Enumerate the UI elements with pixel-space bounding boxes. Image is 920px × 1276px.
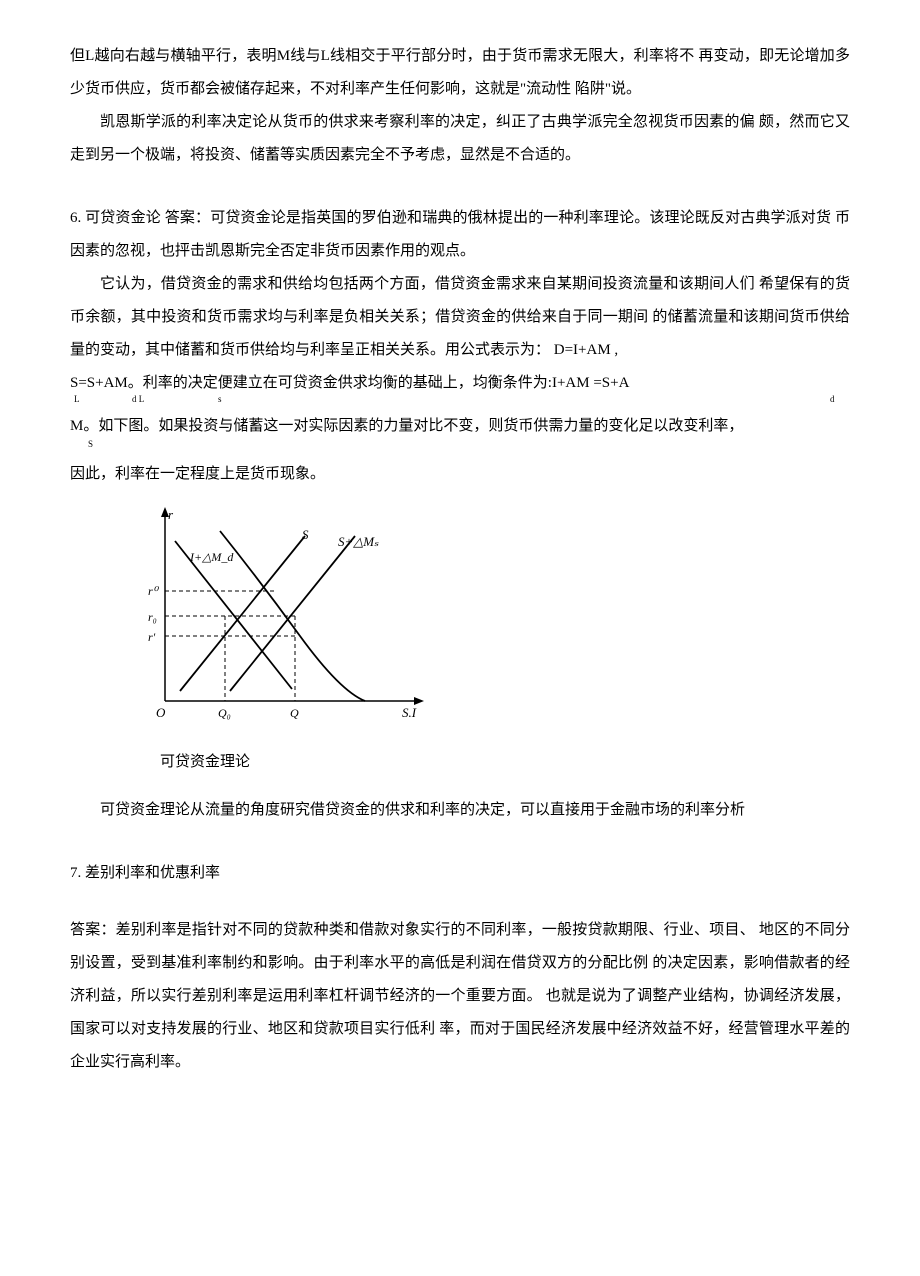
sub-s: s [218, 395, 222, 404]
spacer-3 [70, 890, 850, 914]
q6-para-1: 它认为，借贷资金的需求和供给均包括两个方面，借贷资金需求来自某期间投资流量和该期… [70, 268, 850, 367]
x-axis-arrow [414, 697, 424, 705]
loanable-funds-figure: r S S+△Mₛ I+△M_d r⁰ r₀ r' O Q₀ Q S.I [120, 501, 850, 731]
document-page: 但L越向右越与横轴平行，表明M线与L线相交于平行部分时，由于货币需求无限大，利率… [0, 0, 920, 1276]
q6-formula-block: S=S+AM。利率的决定便建立在可贷资金供求均衡的基础上，均衡条件为:I+AM … [70, 371, 850, 407]
chart-svg: r S S+△Mₛ I+△M_d r⁰ r₀ r' O Q₀ Q S.I [120, 501, 440, 731]
sub-d: d [830, 395, 835, 404]
label-S: S [302, 527, 309, 542]
sub-dL: d L [132, 395, 144, 404]
ytick-r0top: r⁰ [148, 584, 160, 598]
paragraph-intro-1: 但L越向右越与横轴平行，表明M线与L线相交于平行部分时，由于货币需求无限大，利率… [70, 40, 850, 106]
label-S-dMs: S+△Mₛ [338, 534, 379, 549]
ytick-rprime: r' [148, 630, 156, 644]
figure-caption: 可贷资金理论 [160, 746, 850, 779]
sub-S: S [88, 440, 93, 449]
xtick-Q: Q [290, 706, 299, 720]
q6-sub-S-row: S [70, 440, 850, 452]
spacer-2 [70, 827, 850, 857]
label-SI: S.I [402, 705, 417, 720]
q6-para-3: 可贷资金理论从流量的角度研究借贷资金的供求和利率的决定，可以直接用于金融市场的利… [70, 794, 850, 827]
origin: O [156, 705, 166, 720]
label-I-dMd: I+△M_d [189, 550, 234, 564]
q6-para-2b: 因此，利率在一定程度上是货币现象。 [70, 458, 850, 491]
sub-L: L [74, 395, 80, 404]
q6-para-2-block: M。如下图。如果投资与储蓄这一对实际因素的力量对比不变，则货币供需力量的变化足以… [70, 413, 850, 452]
q6-title: 6. 可贷资金论 答案：可贷资金论是指英国的罗伯逊和瑞典的俄林提出的一种利率理论… [70, 202, 850, 268]
q6-subscripts-row: L d L s d [70, 395, 850, 407]
q7-title: 7. 差别利率和优惠利率 [70, 857, 850, 890]
label-r: r [168, 507, 174, 522]
q7-para-1: 答案：差别利率是指针对不同的贷款种类和借款对象实行的不同利率，一般按贷款期限、行… [70, 914, 850, 1079]
xtick-Q0: Q₀ [218, 706, 231, 720]
spacer [70, 172, 850, 202]
paragraph-intro-2: 凯恩斯学派的利率决定论从货币的供求来考察利率的决定，纠正了古典学派完全忽视货币因… [70, 106, 850, 172]
ytick-r0: r₀ [148, 610, 157, 624]
q6-formula-line: S=S+AM。利率的决定便建立在可贷资金供求均衡的基础上，均衡条件为:I+AM … [70, 371, 850, 395]
curve-S-dMs [230, 536, 355, 691]
q6-para-2a: M。如下图。如果投资与储蓄这一对实际因素的力量对比不变，则货币供需力量的变化足以… [70, 413, 850, 440]
